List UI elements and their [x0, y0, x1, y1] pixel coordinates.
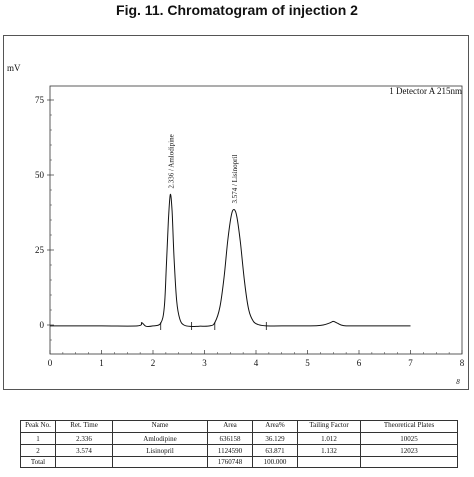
- chart-frame: [3, 35, 469, 390]
- table-header: Area: [207, 420, 253, 433]
- table-cell: 10025: [360, 432, 458, 445]
- y-tick-labels: 0 25 50 75: [35, 95, 45, 330]
- plot-area: [49, 85, 463, 355]
- table-cell: 636158: [207, 432, 253, 445]
- table-header-row: Peak No. Ret. Time Name Area Area% Taili…: [20, 420, 458, 433]
- table-cell: [112, 456, 208, 468]
- x-tick-label: 8: [460, 358, 465, 368]
- peak-labels: 2.336 / Amlodipine 3.574 / Lisinopril: [167, 134, 239, 203]
- legend-label: 1 Detector A 215nm: [389, 86, 462, 96]
- series-line-detector-a: [50, 193, 411, 328]
- x-axis-end-marker: 8: [456, 378, 460, 386]
- integration-markers: [160, 322, 267, 330]
- table-cell: [360, 456, 458, 468]
- x-tick-label: 4: [254, 358, 259, 368]
- table-total-row: Total 1760748 100.000: [20, 456, 458, 468]
- table-row: 1 2.336 Amlodipine 636158 36.129 1.012 1…: [20, 432, 458, 445]
- table-cell: [297, 456, 361, 468]
- y-axis-label: mV: [7, 63, 21, 73]
- table-header: Ret. Time: [55, 420, 113, 433]
- table-header: Tailing Factor: [297, 420, 361, 433]
- table-cell: [55, 456, 113, 468]
- table-cell: Lisinopril: [112, 444, 208, 457]
- y-tick-label: 50: [35, 170, 45, 180]
- x-tick-label: 3: [202, 358, 207, 368]
- table-header: Area%: [252, 420, 298, 433]
- table-cell: Amlodipine: [112, 432, 208, 445]
- table-cell: 100.000: [252, 456, 298, 468]
- table-cell: 2: [20, 444, 56, 457]
- table-cell: 1: [20, 432, 56, 445]
- table-cell: 3.574: [55, 444, 113, 457]
- table-header: Name: [112, 420, 208, 433]
- x-tick-label: 0: [48, 358, 53, 368]
- table-cell: 63.871: [252, 444, 298, 457]
- table-header: Peak No.: [20, 420, 56, 433]
- x-tick-label: 1: [99, 358, 104, 368]
- peak-label: 2.336 / Amlodipine: [167, 134, 175, 188]
- table-cell: 1.012: [297, 432, 361, 445]
- x-tick-label: 7: [408, 358, 413, 368]
- table-cell: 2.336: [55, 432, 113, 445]
- table-cell: 1.132: [297, 444, 361, 457]
- y-tick-label: 75: [35, 95, 45, 105]
- x-tick-label: 5: [305, 358, 310, 368]
- x-tick-labels: 0 1 2 3 4 5 6 7 8: [48, 358, 465, 368]
- plot-border: [49, 85, 463, 355]
- figure-title: Fig. 11. Chromatogram of injection 2: [116, 2, 358, 18]
- table-cell: 1760748: [207, 456, 253, 468]
- peak-label: 3.574 / Lisinopril: [231, 155, 239, 204]
- axis-ticks: [47, 99, 463, 354]
- table-cell: 36.129: [252, 432, 298, 445]
- y-tick-label: 25: [35, 245, 45, 255]
- table-cell: 1124590: [207, 444, 253, 457]
- x-tick-label: 2: [151, 358, 156, 368]
- table-row: 2 3.574 Lisinopril 1124590 63.871 1.132 …: [20, 444, 458, 457]
- peak-table: Peak No. Ret. Time Name Area Area% Taili…: [20, 420, 458, 468]
- table-cell: Total: [20, 456, 56, 468]
- y-tick-label: 0: [40, 320, 45, 330]
- table-cell: 12023: [360, 444, 458, 457]
- x-tick-label: 6: [357, 358, 362, 368]
- table-header: Theoretical Plates: [360, 420, 458, 433]
